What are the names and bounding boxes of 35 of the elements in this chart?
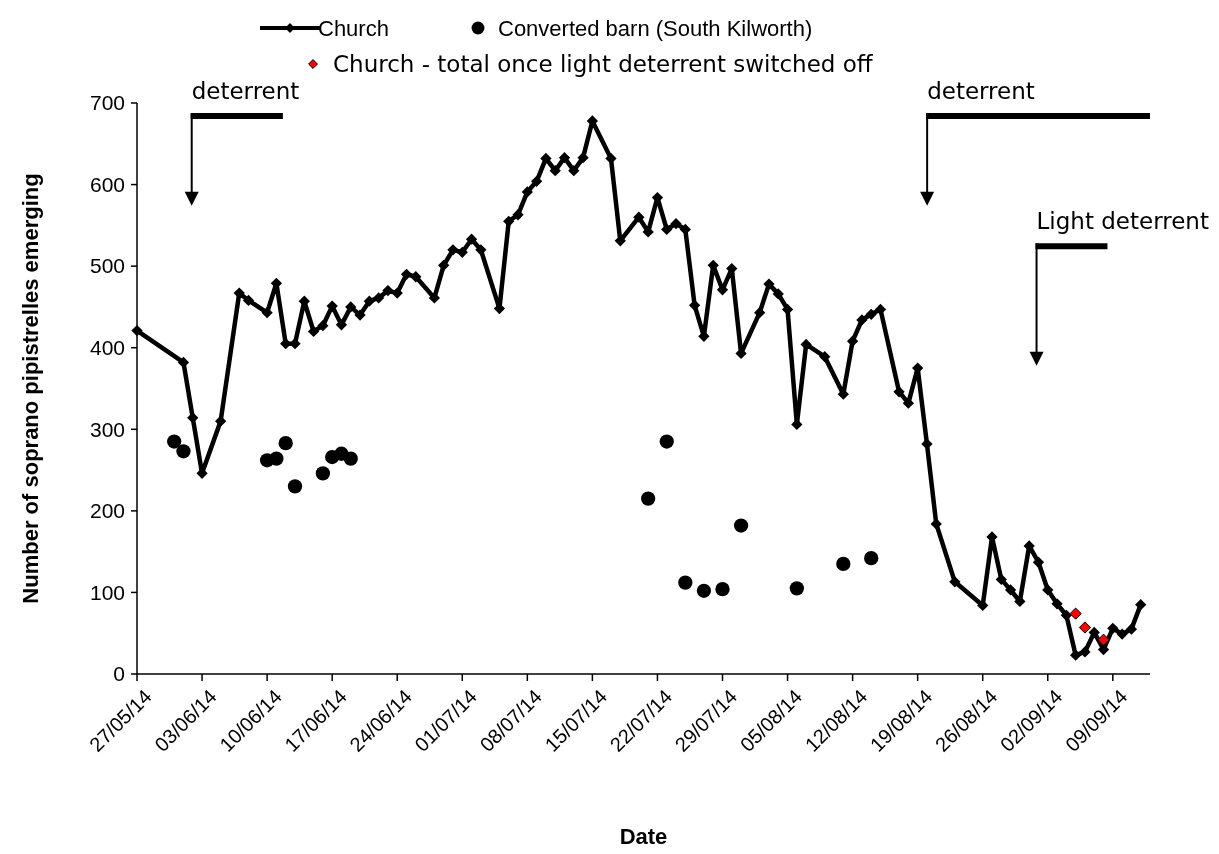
- y-tick-label: 200: [89, 499, 125, 523]
- legend-label: Converted barn (South Kilworth): [498, 15, 813, 41]
- point: [1078, 621, 1092, 634]
- y-tick-label: 300: [89, 417, 125, 441]
- y-axis-title: Number of soprano pipistrelles emerging: [17, 173, 43, 604]
- point: [315, 466, 331, 481]
- point: [1097, 633, 1110, 646]
- y-tick-label: 0: [113, 662, 125, 686]
- point: [678, 575, 693, 590]
- point: [167, 434, 182, 449]
- point: [1069, 607, 1082, 620]
- point: [696, 583, 712, 598]
- point: [836, 556, 851, 571]
- y-tick-label: 700: [89, 91, 125, 115]
- point: [269, 451, 284, 466]
- point: [343, 451, 358, 466]
- y-tick-label: 400: [89, 336, 125, 360]
- annotation: deterrent: [191, 77, 300, 104]
- y-tick-label: 100: [89, 580, 125, 604]
- point: [659, 434, 674, 449]
- point: [864, 551, 879, 566]
- y-tick-label: 500: [89, 254, 125, 278]
- point: [176, 444, 191, 459]
- point: [641, 491, 656, 506]
- legend-label: Church: [318, 15, 389, 41]
- point: [278, 436, 293, 451]
- point: [733, 518, 749, 533]
- annotation: deterrent: [927, 77, 1035, 104]
- point: [789, 581, 804, 596]
- x-axis-title: Date: [619, 824, 668, 849]
- y-tick-label: 600: [89, 172, 125, 196]
- point: [715, 582, 730, 597]
- point: [287, 479, 303, 494]
- annotation: Light deterrent: [1036, 208, 1209, 235]
- legend-label: Church - total once light deterrent switched off: [333, 51, 874, 78]
